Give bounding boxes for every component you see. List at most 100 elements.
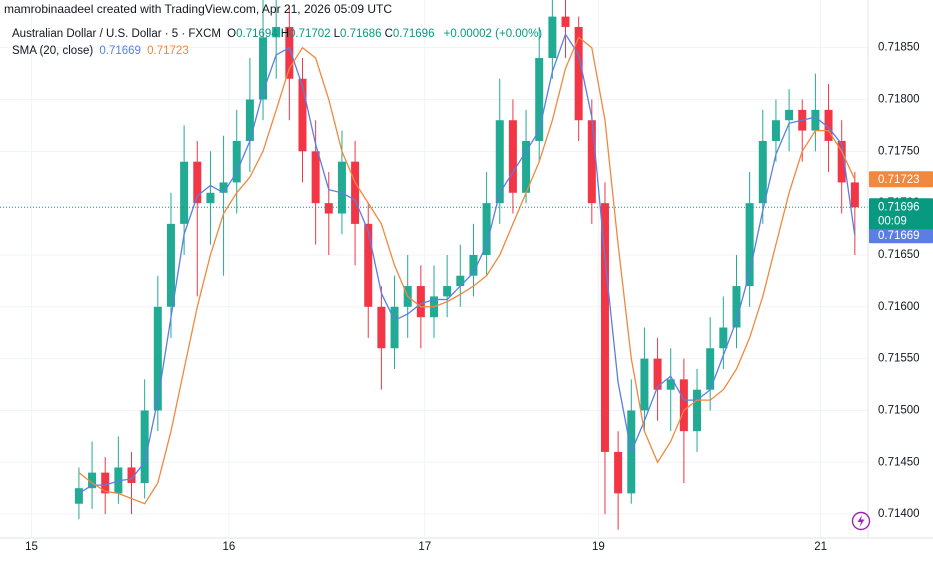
event-icon[interactable] [851,511,871,531]
y-tick-label: 0.71500 [878,404,920,416]
x-tick-label: 16 [222,541,235,553]
ohlc-label: L [333,28,340,40]
candle-body [495,120,504,204]
candle-body [693,389,702,432]
ohlc-value: 0.71694 [236,28,278,40]
y-tick-label: 0.71400 [878,508,920,520]
ohlc-label: O [227,28,237,40]
candle-body [837,140,846,183]
sma-legend: SMA (20, close) 0.71669 0.71723 [12,45,192,57]
candle-body [206,192,215,204]
candle-body [127,467,136,483]
candle-body [88,472,97,489]
y-tick-label: 0.71550 [878,353,920,365]
y-tick-label: 0.71600 [878,301,920,313]
candle-body [285,26,294,79]
candle-body [456,275,465,287]
ohlc-label: H [280,28,290,40]
candle-body [771,120,780,141]
y-tick-label: 0.71450 [878,456,920,468]
candle-body [443,286,452,297]
candle-body [272,26,281,38]
candle-body [640,358,649,411]
price-tag-label: 0.71723 [878,174,920,186]
plot-area [0,0,868,530]
candle-body [719,327,728,349]
candle-body [232,140,241,183]
candle-body [666,379,675,390]
candle-body [193,161,202,204]
candle-body [416,286,425,318]
candle-body [259,37,268,100]
candle-body [785,109,794,121]
price-tag-label: 0.71696 [878,201,920,213]
candle-body [548,16,557,59]
x-tick-label: 21 [814,541,827,553]
candle-body [850,182,859,208]
sma-name: SMA (20, close) [12,45,94,57]
ohlc-value: 0.71686 [340,28,382,40]
ohlc: O0.71694 H0.71702 L0.71686 C0.71696 [227,28,437,40]
candle-body [219,182,228,193]
price-tag [869,198,933,230]
candle-body [706,348,715,390]
candle-body [614,451,623,494]
candle-body [337,161,346,214]
y-tick-label: 0.71800 [878,94,920,106]
candle-body [74,488,83,504]
y-tick-label: 0.71650 [878,249,920,261]
price-tag-label: 0.71669 [878,230,920,242]
candle-body [679,379,688,432]
candle-body [166,223,175,307]
change: +0.00002 (+0.00%) [443,28,543,40]
candle-body [811,109,820,131]
candle-body [561,16,570,27]
candle-body [745,203,754,287]
x-tick-label: 19 [592,541,605,553]
candle-body [101,472,110,494]
candle-body [153,306,162,411]
sma-line [78,32,856,494]
candle-body [824,109,833,141]
candle-body [364,223,373,307]
price-tag [869,227,933,244]
symbol-legend: Australian Dollar / U.S. Dollar · 5 · FX… [12,28,545,40]
candle-body [469,254,478,276]
candle-body [574,26,583,121]
sma-value: 0.71669 [99,45,141,57]
sma-line [78,36,856,505]
candle-body [180,161,189,224]
price-tag [869,171,933,188]
candle-body [732,286,741,328]
candle-body [482,203,491,255]
ohlc-value: 0.71696 [392,28,435,40]
candle-body [140,410,149,483]
symbol-title: Australian Dollar / U.S. Dollar · 5 · FX… [12,28,221,40]
candle-body [311,151,320,204]
candle-body [600,203,609,452]
candle-body [535,58,544,141]
y-tick-label: 0.71750 [878,145,920,157]
countdown: 00:09 [878,215,907,227]
sma-value: 0.71723 [147,45,189,57]
candle-body [758,140,767,204]
candle-body [351,161,360,224]
candle-body [390,306,399,349]
candle-body [298,78,307,152]
candle-body [653,358,662,390]
price-axis: 0.71400 0.71450 0.71500 0.71550 0.71600 0.716… [0,0,933,553]
candle-body [508,120,517,193]
credit: mamrobinaadeel created with TradingView.… [4,2,392,16]
ohlc-value: 0.71702 [289,28,331,40]
candle-body [245,99,254,141]
ohlc-label: C [384,28,393,40]
candle-body [377,306,386,349]
candle-body [587,120,596,204]
x-tick-label: 17 [418,541,431,553]
candle-body [522,140,531,193]
x-tick-label: 15 [25,541,38,553]
y-tick-label: 0.71850 [878,42,920,54]
candle-body [324,203,333,214]
